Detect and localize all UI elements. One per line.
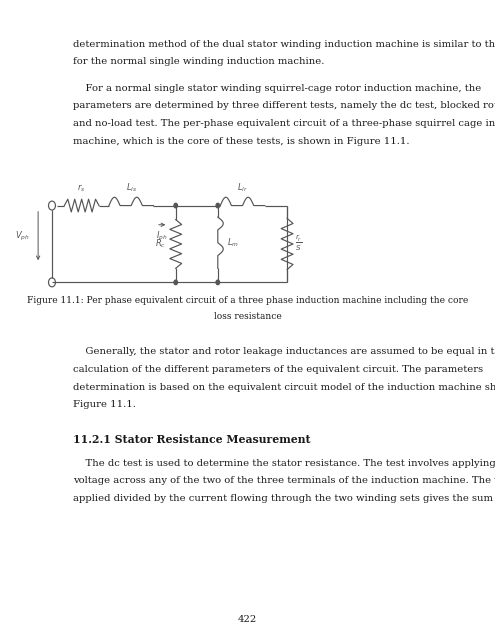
Text: parameters are determined by three different tests, namely the dc test, blocked : parameters are determined by three diffe…	[73, 101, 495, 111]
Text: $R_c$: $R_c$	[155, 237, 166, 250]
Text: determination is based on the equivalent circuit model of the induction machine : determination is based on the equivalent…	[73, 383, 495, 392]
Text: loss resistance: loss resistance	[214, 312, 281, 321]
Circle shape	[174, 280, 177, 285]
Text: voltage across any of the two of the three terminals of the induction machine. T: voltage across any of the two of the thr…	[73, 476, 495, 485]
Text: Figure 11.1: Per phase equivalent circuit of a three phase induction machine inc: Figure 11.1: Per phase equivalent circui…	[27, 296, 468, 305]
Text: applied divided by the current flowing through the two winding sets gives the su: applied divided by the current flowing t…	[73, 494, 495, 503]
Circle shape	[216, 280, 220, 285]
Text: for the normal single winding induction machine.: for the normal single winding induction …	[73, 57, 325, 67]
Text: $V_{ph}$: $V_{ph}$	[15, 229, 30, 243]
Text: Generally, the stator and rotor leakage inductances are assumed to be equal in t: Generally, the stator and rotor leakage …	[73, 348, 495, 356]
Text: $\frac{r_r}{S}$: $\frac{r_r}{S}$	[295, 234, 302, 253]
Text: and no-load test. The per-phase equivalent circuit of a three-phase squirrel cag: and no-load test. The per-phase equivale…	[73, 119, 495, 128]
Text: $L_{lr}$: $L_{lr}$	[237, 182, 248, 194]
Text: $r_s$: $r_s$	[78, 182, 86, 194]
Text: calculation of the different parameters of the equivalent circuit. The parameter: calculation of the different parameters …	[73, 365, 484, 374]
Circle shape	[174, 204, 177, 208]
Text: For a normal single stator winding squirrel-cage rotor induction machine, the: For a normal single stator winding squir…	[73, 84, 482, 93]
Text: $L_m$: $L_m$	[227, 236, 239, 249]
Text: determination method of the dual stator winding induction machine is similar to : determination method of the dual stator …	[73, 40, 495, 49]
Text: 422: 422	[238, 615, 257, 624]
Text: machine, which is the core of these tests, is shown in Figure 11.1.: machine, which is the core of these test…	[73, 136, 410, 146]
Text: $I_{ph}$: $I_{ph}$	[156, 230, 168, 243]
Text: The dc test is used to determine the stator resistance. The test involves applyi: The dc test is used to determine the sta…	[73, 459, 495, 468]
Text: 11.2.1 Stator Resistance Measurement: 11.2.1 Stator Resistance Measurement	[73, 434, 311, 445]
Circle shape	[216, 204, 220, 208]
Text: $L_{ls}$: $L_{ls}$	[126, 182, 137, 194]
Text: Figure 11.1.: Figure 11.1.	[73, 400, 136, 409]
